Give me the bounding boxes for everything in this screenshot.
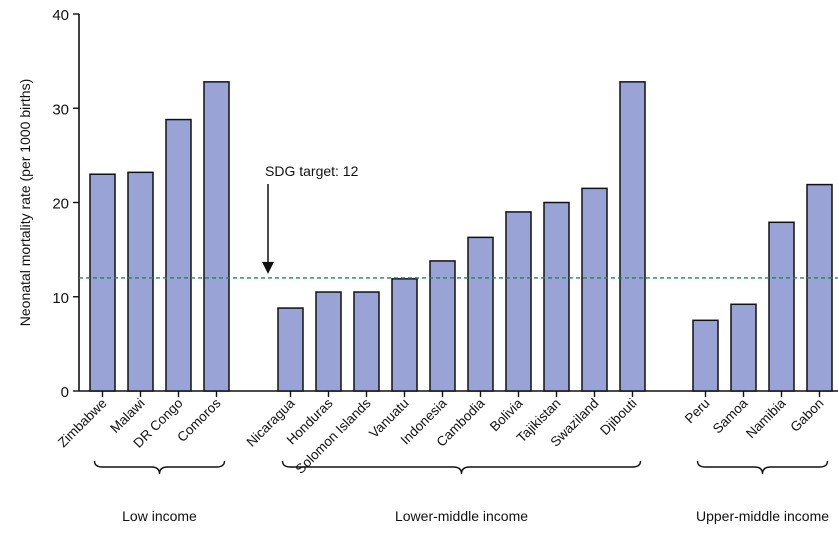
x-tick-label: Gabon — [787, 396, 826, 435]
y-tick-label: 30 — [52, 101, 69, 118]
x-tick-label: Peru — [682, 396, 713, 427]
group-brace — [696, 460, 829, 475]
bar — [692, 319, 719, 392]
sdg-arrow-head — [262, 261, 274, 274]
bar — [505, 211, 532, 392]
reference-group: SDG target: 12 — [79, 163, 838, 279]
group-brace — [281, 460, 642, 475]
y-tick-label: 20 — [52, 196, 69, 213]
bar — [619, 81, 646, 392]
bar — [391, 278, 418, 392]
group-braces: Low income Lower-middle income Upper-middl… — [93, 460, 829, 524]
y-axis-title: Neonatal mortality rate (per 1000 births… — [17, 79, 33, 326]
sdg-target-label: SDG target: 12 — [265, 163, 359, 179]
bar — [768, 221, 795, 392]
group-label: Low income — [122, 508, 197, 524]
y-tick-label: 0 — [61, 384, 69, 401]
bar — [581, 187, 608, 392]
group-brace — [93, 460, 226, 475]
bar — [543, 201, 570, 392]
bar — [806, 183, 833, 392]
bar — [315, 291, 342, 392]
x-tick-label: Zimbabwe — [55, 396, 110, 451]
x-tick-label: Namibia — [743, 395, 789, 441]
bar — [429, 260, 456, 392]
bars-group — [89, 81, 833, 392]
group-label: Upper-middle income — [696, 508, 829, 524]
bar — [730, 303, 757, 392]
bar — [203, 81, 230, 392]
bar — [353, 291, 380, 392]
x-tick-label: Djibouti — [597, 396, 639, 438]
bar — [127, 171, 154, 392]
bar — [165, 118, 192, 392]
y-tick-label: 10 — [52, 290, 69, 307]
bar — [89, 173, 116, 392]
bar — [277, 307, 304, 392]
group-label: Lower-middle income — [395, 508, 528, 524]
y-tick-label: 40 — [52, 7, 69, 24]
bar — [467, 236, 494, 392]
